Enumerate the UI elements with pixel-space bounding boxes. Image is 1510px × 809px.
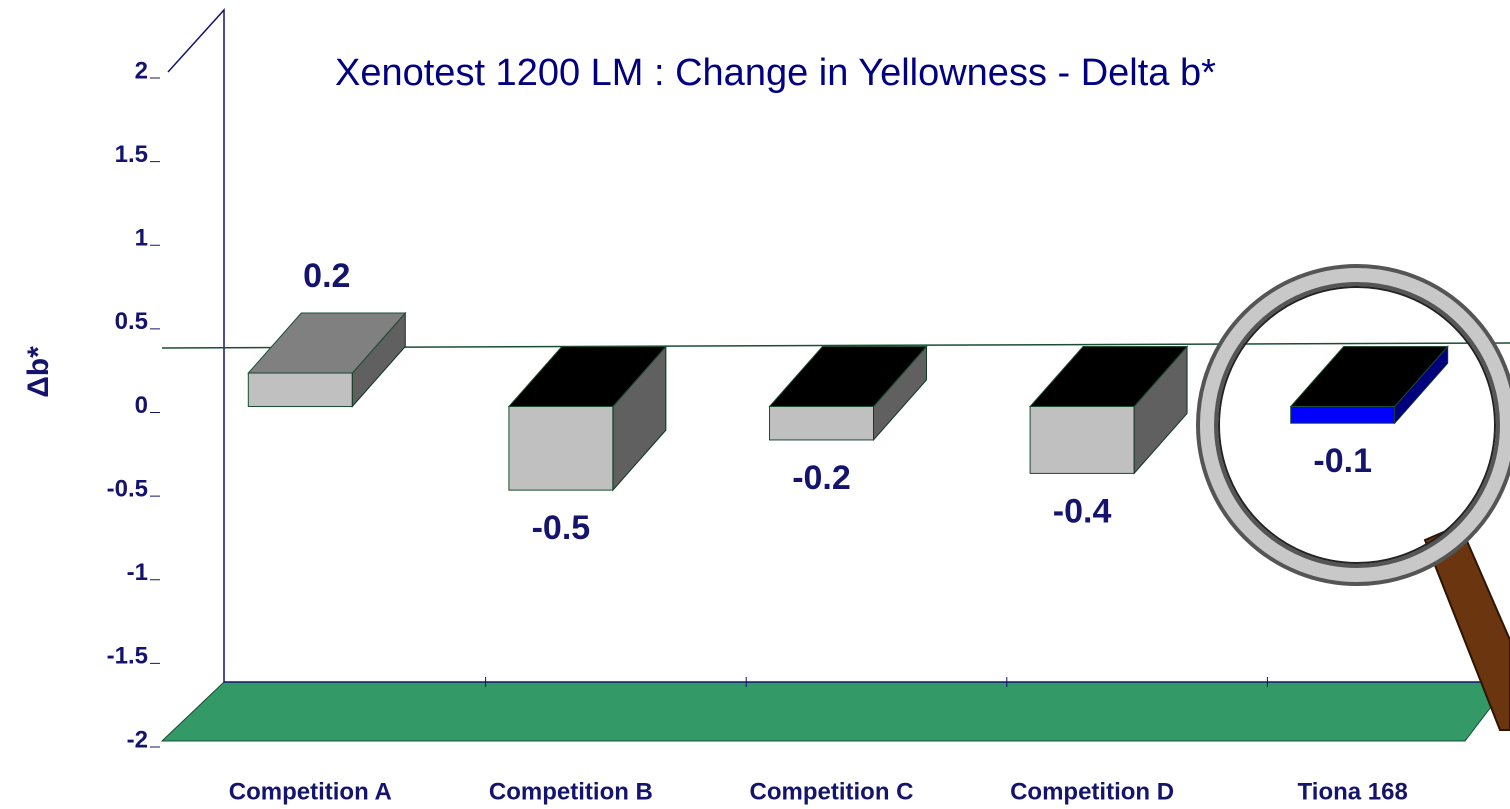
value-label: -0.1 xyxy=(1313,442,1372,480)
front-axis xyxy=(162,72,168,741)
y-tick-label: -2 xyxy=(127,726,148,753)
y-tick-label: -0.5 xyxy=(107,475,148,502)
magnifier xyxy=(1196,264,1510,731)
value-label: -0.5 xyxy=(532,509,591,547)
x-tick-label: Competition D xyxy=(1010,778,1174,805)
bar-side-shade xyxy=(1134,346,1188,474)
bar-top xyxy=(247,312,407,374)
magnifier-ring-light xyxy=(1200,268,1510,582)
bar-front xyxy=(769,406,874,441)
y-tick-label: -1.5 xyxy=(107,643,148,670)
value-label: 0.2 xyxy=(303,257,350,295)
floor xyxy=(160,681,1510,742)
bars xyxy=(247,311,1449,492)
chart-title: Xenotest 1200 LM : Change in Yellowness … xyxy=(335,52,1216,94)
y-tick-label: 2 xyxy=(135,57,148,84)
y-tick-label: 0 xyxy=(135,392,148,419)
y-tick-label: 0.5 xyxy=(115,308,148,335)
back-wall xyxy=(167,8,1510,683)
x-tick-label: Competition C xyxy=(750,778,914,805)
value-label: -0.2 xyxy=(792,459,851,497)
bar-side-shade xyxy=(1394,346,1448,424)
y-tick-label: -1 xyxy=(127,559,148,586)
bar-top xyxy=(1289,346,1449,407)
bar-front xyxy=(1290,406,1396,424)
bar-top xyxy=(1028,346,1189,407)
magnifier-lens-edge xyxy=(1218,286,1496,564)
bar-front xyxy=(1029,406,1135,474)
y-tick-label: 1 xyxy=(135,225,148,252)
x-tick-label: Competition A xyxy=(229,778,392,805)
bar-side-shade xyxy=(352,313,406,407)
bar-side-shade xyxy=(873,346,927,440)
bar-front xyxy=(508,406,614,491)
y-axis-label: Δb* xyxy=(22,346,55,398)
bar-top xyxy=(507,346,668,407)
bar-front xyxy=(247,372,353,407)
value-label: -0.4 xyxy=(1053,492,1112,530)
x-tick-label: Tiona 168 xyxy=(1298,778,1408,805)
x-tick-label: Competition B xyxy=(489,778,653,805)
bar-side-shade xyxy=(612,346,666,491)
y-tick-label: 1.5 xyxy=(115,141,148,168)
bar-top xyxy=(768,346,928,407)
